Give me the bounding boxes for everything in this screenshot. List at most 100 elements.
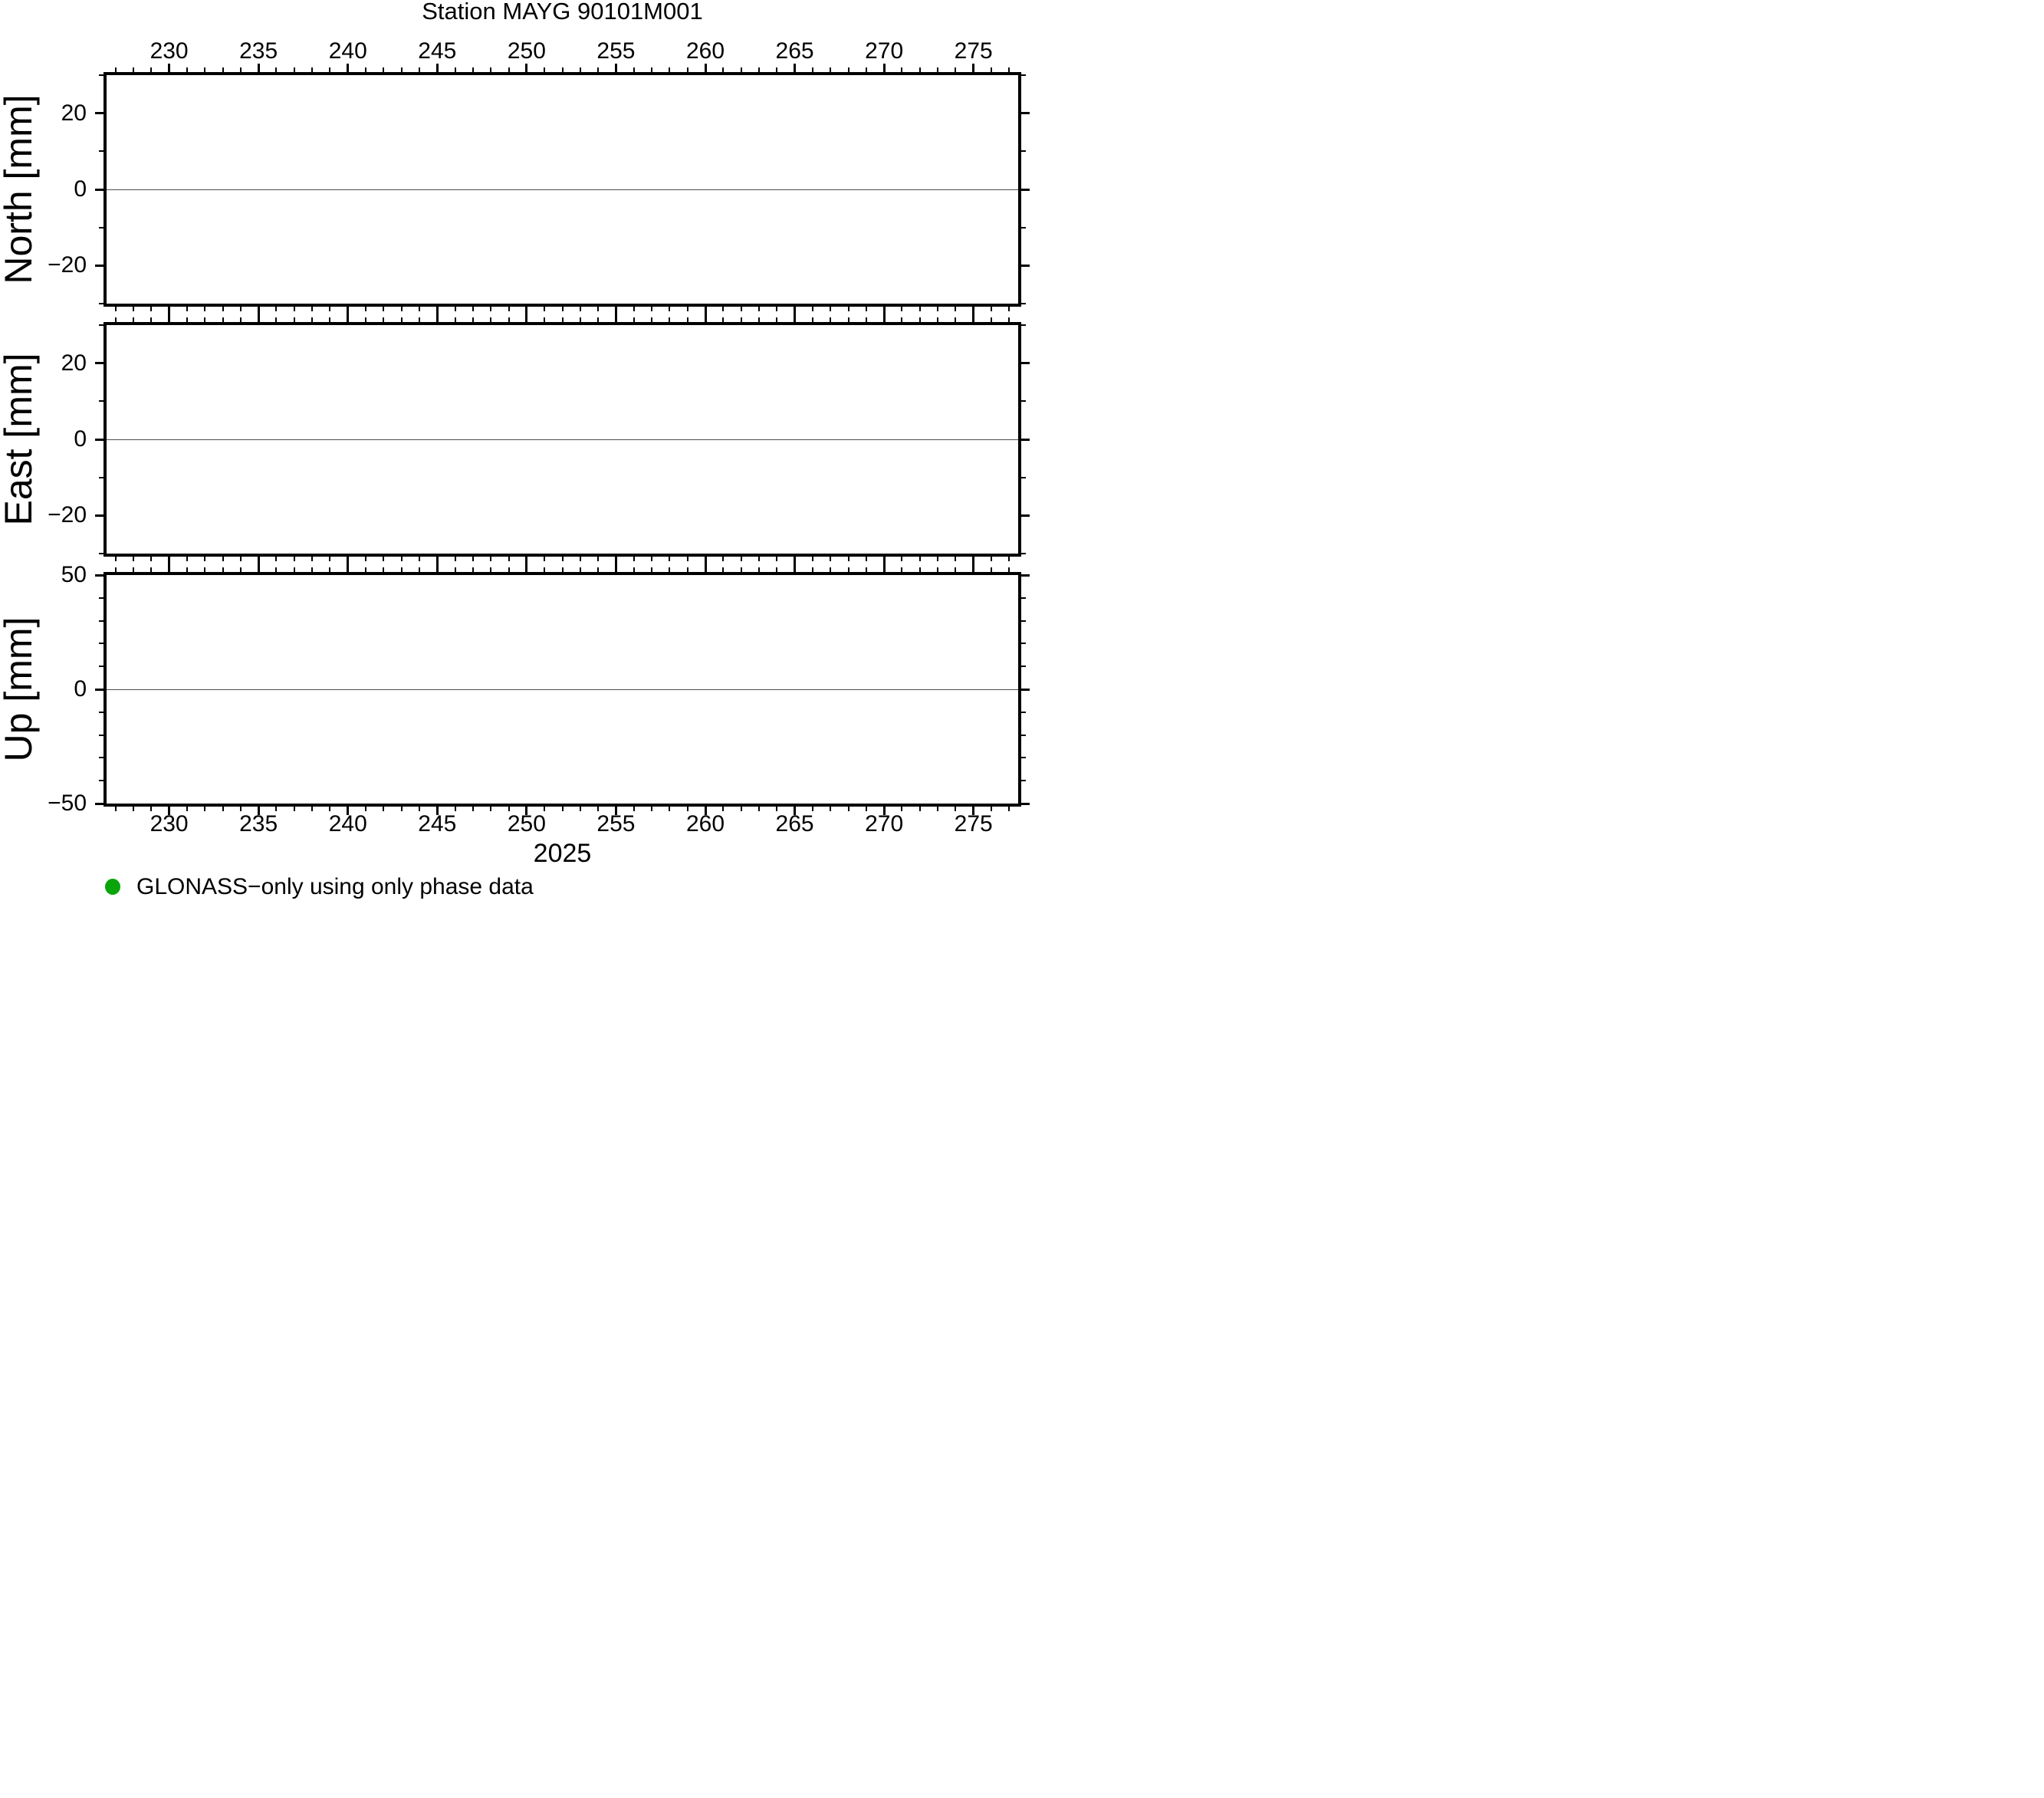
x-tick-up xyxy=(222,567,224,572)
x-tick-up xyxy=(991,807,993,811)
x-tick-up xyxy=(544,567,546,572)
y-tick-east xyxy=(1021,514,1030,517)
y-tick-up xyxy=(99,711,104,713)
x-tick-up xyxy=(400,807,403,811)
y-tick-north xyxy=(95,264,104,267)
y-tick-up xyxy=(1021,802,1030,805)
x-tick-up xyxy=(275,567,278,572)
y-tick-north xyxy=(1021,150,1026,153)
x-tick-up xyxy=(686,807,688,811)
x-tick-label-bottom: 255 xyxy=(596,811,636,837)
x-tick-north xyxy=(435,64,439,72)
x-tick-north xyxy=(651,67,653,72)
x-tick-north xyxy=(168,307,171,315)
y-tick-north xyxy=(95,188,104,191)
y-tick-up xyxy=(99,780,104,782)
x-tick-up xyxy=(830,567,832,572)
x-tick-east xyxy=(275,317,278,322)
x-tick-north xyxy=(561,67,564,72)
x-tick-up xyxy=(186,807,188,811)
x-tick-north xyxy=(222,67,224,72)
x-tick-north xyxy=(614,64,617,72)
x-tick-north xyxy=(508,67,510,72)
x-tick-up xyxy=(204,807,206,811)
x-tick-north xyxy=(257,64,260,72)
x-tick-east xyxy=(293,317,295,322)
y-tick-east xyxy=(95,438,104,441)
x-tick-up xyxy=(633,567,635,572)
x-tick-east xyxy=(830,557,832,561)
y-tick-up xyxy=(1021,574,1030,577)
x-tick-east xyxy=(418,317,420,322)
x-tick-north xyxy=(508,307,510,311)
x-tick-north xyxy=(275,307,278,311)
y-tick-label-east: 20 xyxy=(61,350,87,376)
x-tick-north xyxy=(847,67,849,72)
x-tick-label-bottom: 250 xyxy=(507,811,546,837)
x-tick-north xyxy=(383,307,385,311)
y-tick-north xyxy=(99,226,104,228)
x-tick-up xyxy=(597,567,600,572)
x-tick-east xyxy=(847,317,849,322)
x-tick-east xyxy=(811,557,813,561)
x-tick-east xyxy=(865,317,867,322)
x-tick-north xyxy=(329,67,331,72)
x-tick-label-top: 250 xyxy=(507,38,546,64)
x-tick-north xyxy=(757,67,760,72)
x-tick-east xyxy=(918,557,921,561)
x-tick-north xyxy=(132,307,134,311)
x-tick-up xyxy=(257,564,260,572)
x-tick-east xyxy=(257,314,260,322)
x-tick-north xyxy=(168,64,171,72)
x-tick-east xyxy=(168,557,171,565)
y-tick-label-east: 0 xyxy=(74,426,87,452)
x-tick-east xyxy=(472,557,474,561)
x-tick-up xyxy=(972,807,975,815)
x-tick-north xyxy=(794,64,797,72)
x-tick-up xyxy=(168,564,171,572)
x-tick-label-bottom: 235 xyxy=(239,811,278,837)
x-tick-north xyxy=(525,307,528,315)
x-tick-east xyxy=(686,557,688,561)
x-tick-north xyxy=(329,307,331,311)
x-tick-east xyxy=(811,317,813,322)
x-tick-up xyxy=(239,567,242,572)
y-tick-east xyxy=(1021,553,1026,554)
x-tick-east xyxy=(614,557,617,565)
x-tick-east xyxy=(365,557,367,561)
x-tick-north xyxy=(972,307,975,315)
x-tick-east xyxy=(490,317,492,322)
y-tick-label-north: 0 xyxy=(74,176,87,202)
x-tick-east xyxy=(722,557,725,561)
x-tick-east xyxy=(525,314,528,322)
x-tick-east xyxy=(901,317,903,322)
x-tick-up xyxy=(383,567,385,572)
x-tick-east xyxy=(347,557,350,565)
y-tick-label-east: −20 xyxy=(48,502,87,528)
x-tick-east xyxy=(704,314,707,322)
y-tick-up xyxy=(99,666,104,668)
y-tick-up xyxy=(99,620,104,622)
x-tick-east xyxy=(525,557,528,565)
x-tick-up xyxy=(991,567,993,572)
x-tick-east xyxy=(794,314,797,322)
y-tick-north xyxy=(99,150,104,153)
x-tick-east xyxy=(168,314,171,322)
x-tick-up xyxy=(865,807,867,811)
x-tick-east xyxy=(1008,317,1010,322)
x-tick-north xyxy=(435,307,439,315)
x-tick-east xyxy=(239,557,242,561)
x-tick-east xyxy=(150,317,153,322)
x-tick-up xyxy=(651,807,653,811)
x-tick-north xyxy=(132,67,134,72)
x-tick-east xyxy=(383,557,385,561)
legend-marker-circle-icon xyxy=(105,879,120,895)
x-tick-up xyxy=(579,807,581,811)
y-tick-north xyxy=(99,303,104,304)
x-tick-east xyxy=(347,314,350,322)
x-tick-east xyxy=(776,557,778,561)
x-tick-up xyxy=(740,567,742,572)
x-tick-up xyxy=(882,807,886,815)
x-tick-north xyxy=(293,67,295,72)
x-tick-north xyxy=(257,307,260,315)
